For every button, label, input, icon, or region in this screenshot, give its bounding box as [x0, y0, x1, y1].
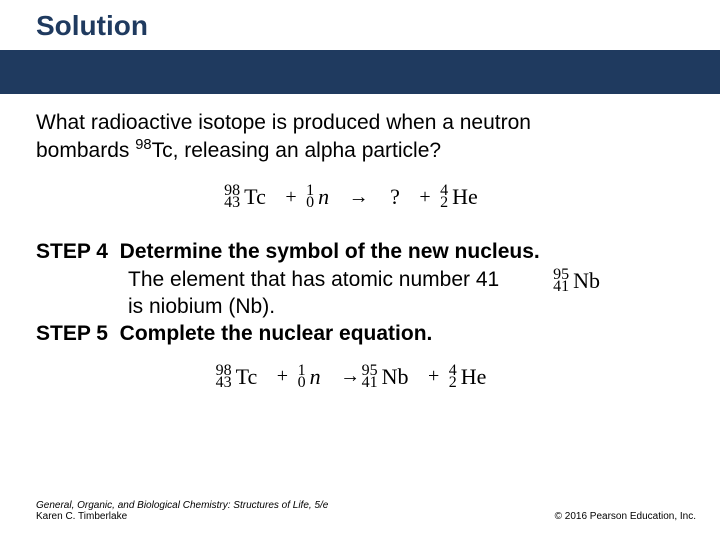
- slide-title: Solution: [0, 0, 720, 50]
- plus-op: +: [285, 186, 296, 209]
- question-line2a: bombards: [36, 139, 135, 162]
- question-sup: 98: [135, 137, 151, 153]
- nuclide-tc: 98 43 Tc: [242, 184, 266, 210]
- step5-title: Complete the nuclear equation.: [120, 322, 433, 345]
- footer-copyright: © 2016 Pearson Education, Inc.: [555, 511, 696, 522]
- plus-op-3: +: [277, 365, 288, 388]
- nuclide-tc-2: 98 43 Tc: [234, 364, 258, 390]
- step4-line3: is niobium (Nb).: [36, 293, 684, 320]
- nuclide-nb: 95 41 Nb: [380, 364, 409, 390]
- question-text: What radioactive isotope is produced whe…: [36, 110, 684, 165]
- nuclide-n-2: 1 0 n: [308, 364, 321, 390]
- plus-op-2: +: [419, 186, 430, 209]
- step4-row: STEP 4 Determine the symbol of the new n…: [36, 238, 684, 320]
- nuclide-n: 1 0 n: [316, 184, 329, 210]
- nuclide-he-2: 4 2 He: [459, 364, 487, 390]
- footer-author: Karen C. Timberlake: [36, 511, 328, 522]
- footer-book-title: General, Organic, and Biological Chemist…: [36, 500, 328, 511]
- footer-left: General, Organic, and Biological Chemist…: [36, 500, 328, 522]
- nb-float-nuclide: 95 41 Nb: [567, 266, 604, 295]
- steps-block: STEP 4 Determine the symbol of the new n…: [36, 238, 684, 347]
- equation-1: 98 43 Tc + 1 0 n → ? + 4 2 He: [36, 183, 684, 211]
- arrow-2: →: [340, 365, 360, 388]
- arrow: →: [349, 186, 369, 209]
- step5-row: STEP 5 Complete the nuclear equation.: [36, 320, 684, 347]
- question-line1: What radioactive isotope is produced whe…: [36, 111, 531, 134]
- step5-label: STEP 5: [36, 322, 108, 345]
- step4-label: STEP 4: [36, 240, 108, 263]
- content-area: What radioactive isotope is produced whe…: [0, 94, 720, 390]
- nuclide-unknown: ?: [388, 184, 400, 210]
- header-bar: [0, 50, 720, 94]
- equation-2: 98 43 Tc + 1 0 n → 95 41 Nb + 4 2 He: [36, 362, 684, 390]
- question-line2b: Tc, releasing an alpha particle?: [152, 139, 442, 162]
- nuclide-he: 4 2 He: [450, 184, 478, 210]
- plus-op-4: +: [428, 365, 439, 388]
- step4-title: Determine the symbol of the new nucleus.: [120, 240, 540, 263]
- footer: General, Organic, and Biological Chemist…: [36, 500, 696, 522]
